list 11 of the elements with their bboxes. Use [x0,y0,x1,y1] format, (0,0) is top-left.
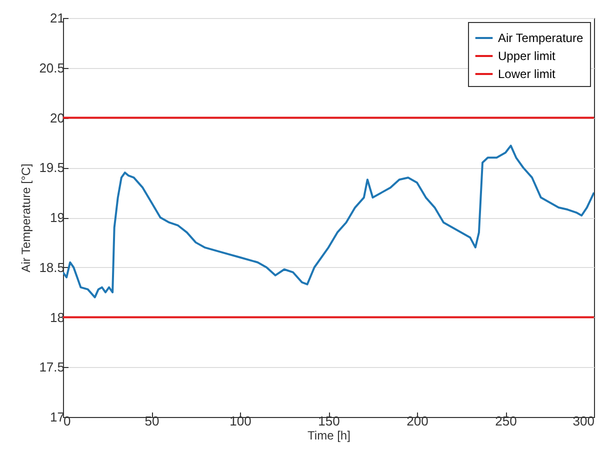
y-axis-title: Air Temperature [°C] [19,164,34,272]
y-tick-label: 19.5 [39,160,64,176]
y-tick-label: 21 [50,10,64,26]
y-tick-label: 20.5 [39,60,64,76]
y-tick-label: 17 [50,410,64,424]
legend-label: Lower limit [498,67,556,81]
x-axis-title: Time [h] [308,428,350,442]
legend-label: Air Temperature [498,31,584,45]
line-series [63,144,594,298]
y-tick-label: 18.5 [39,260,64,275]
legend-label: Upper limit [498,49,556,63]
